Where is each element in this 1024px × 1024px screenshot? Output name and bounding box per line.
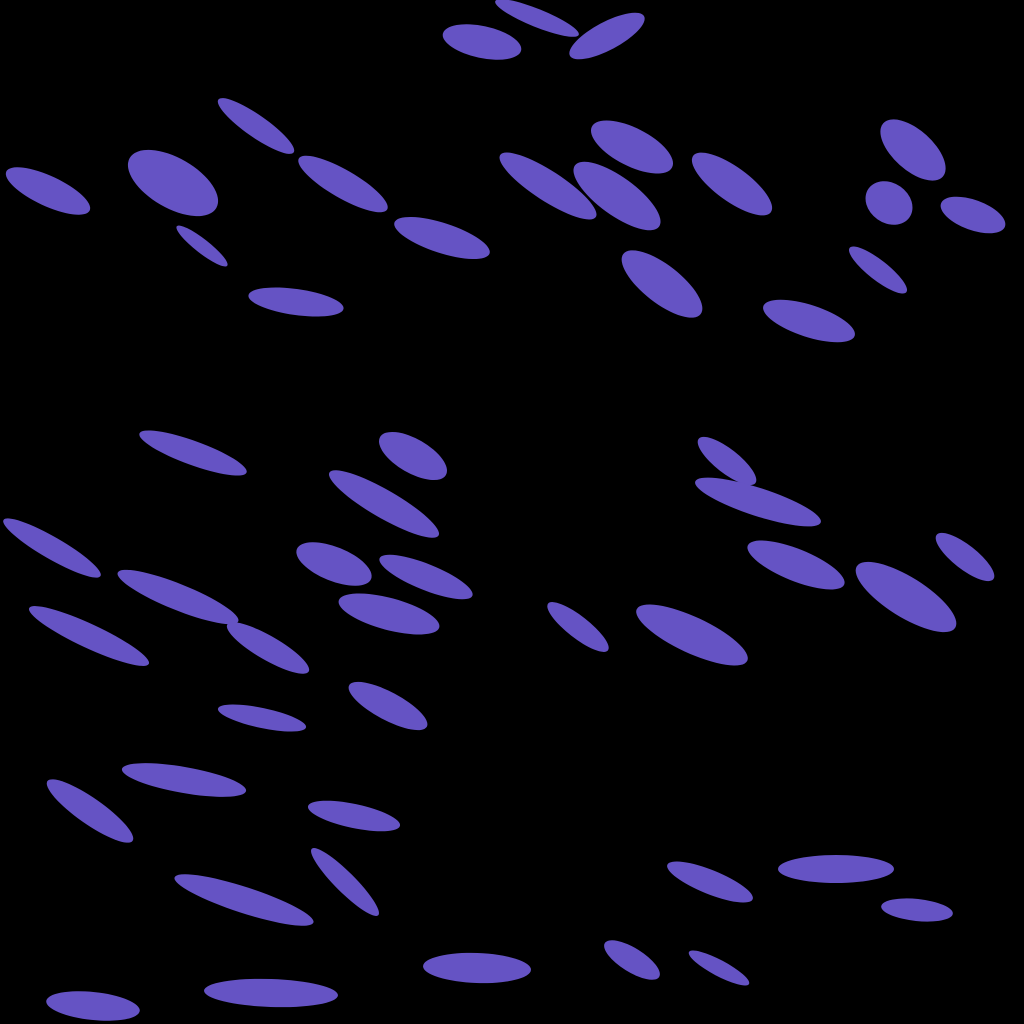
blob-29 <box>226 622 310 674</box>
blob-39 <box>636 604 748 666</box>
blob-6 <box>5 167 91 215</box>
blob-41 <box>46 779 134 843</box>
blob-45 <box>667 861 753 903</box>
blob-7 <box>176 225 228 267</box>
blob-37 <box>935 532 995 582</box>
blob-4 <box>217 98 295 154</box>
blob-18 <box>621 250 703 318</box>
blob-28 <box>28 606 150 666</box>
blob-27 <box>379 554 473 600</box>
blob-1 <box>442 24 522 60</box>
blob-51 <box>204 978 338 1008</box>
blob-30 <box>338 593 440 635</box>
blob-5 <box>127 149 219 217</box>
blob-40 <box>121 763 247 797</box>
blob-43 <box>311 848 379 916</box>
blob-23 <box>328 470 440 538</box>
blob-34 <box>695 477 821 527</box>
blob-49 <box>604 940 660 980</box>
blob-3 <box>569 12 645 60</box>
blob-20 <box>763 299 855 343</box>
blob-2 <box>495 0 579 37</box>
blob-52 <box>46 991 140 1021</box>
blob-12 <box>573 161 661 231</box>
blob-42 <box>307 800 401 832</box>
blob-38 <box>547 602 609 652</box>
blob-14 <box>691 152 773 216</box>
blob-11 <box>499 152 597 220</box>
blob-19 <box>848 246 908 294</box>
blob-33 <box>697 436 757 486</box>
blob-36 <box>855 561 957 633</box>
blob-13 <box>590 120 674 174</box>
blob-9 <box>394 216 490 260</box>
blob-24 <box>3 518 101 578</box>
blob-17 <box>940 196 1006 234</box>
blob-21 <box>139 430 247 476</box>
blob-26 <box>296 542 372 586</box>
blob-16 <box>865 181 913 225</box>
blob-48 <box>423 952 531 984</box>
blob-25 <box>117 569 239 625</box>
blob-31 <box>217 704 307 732</box>
blob-35 <box>747 540 845 590</box>
blob-22 <box>379 431 447 481</box>
blob-44 <box>174 874 314 926</box>
blob-8 <box>298 155 388 213</box>
blob-46 <box>778 855 894 883</box>
blob-50 <box>688 950 750 986</box>
blob-15 <box>880 119 946 181</box>
blob-10 <box>248 287 344 317</box>
blob-47 <box>881 898 953 922</box>
blob-32 <box>348 681 428 731</box>
